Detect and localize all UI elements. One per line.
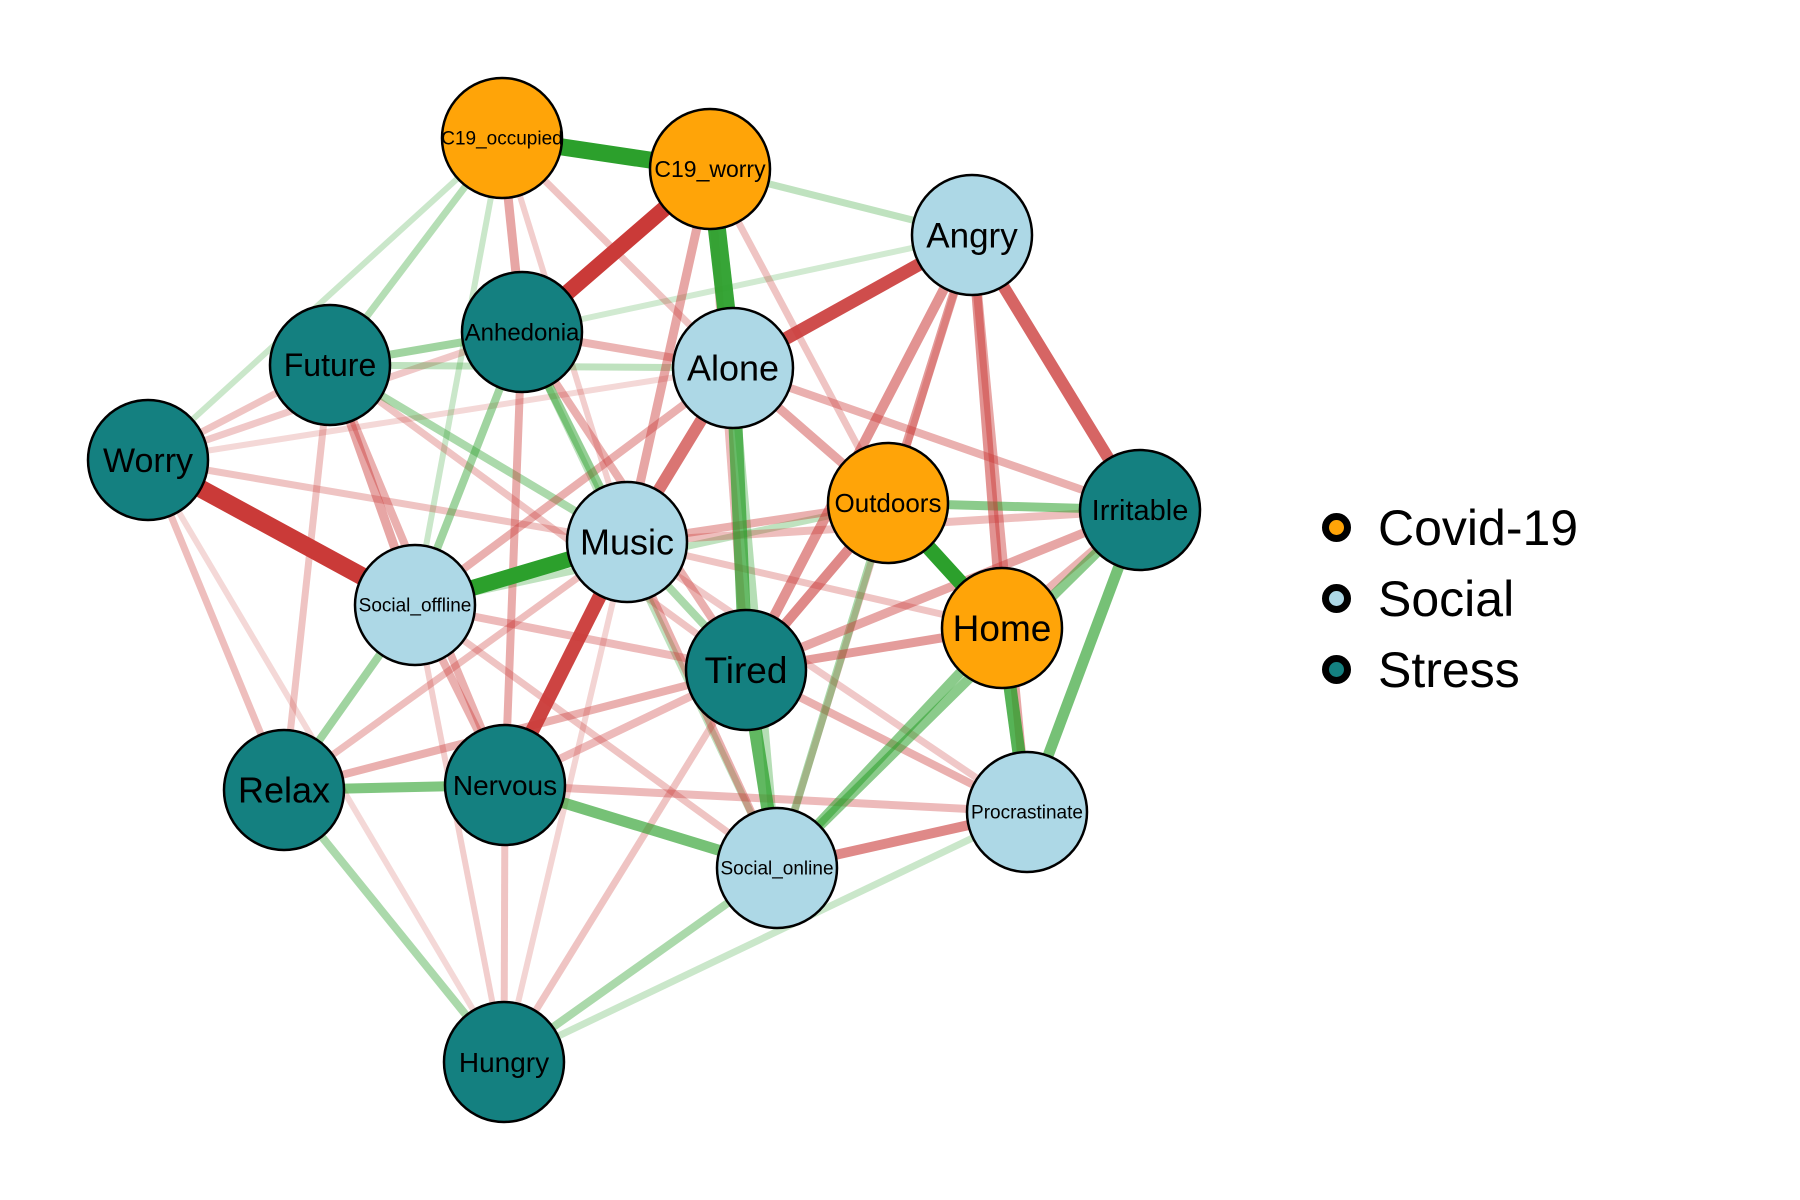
node-label-Home: Home: [953, 608, 1052, 649]
edge-Hungry-Procrastinate: [502, 808, 1029, 1066]
node-Relax: [222, 728, 346, 852]
node-label-Outdoors: Outdoors: [835, 488, 942, 518]
node-label-Social_offline: Social_offline: [359, 596, 472, 617]
node-Anhedonia: [460, 270, 584, 394]
edge-Future-Tired: [327, 362, 749, 673]
edge-Hungry-Social_offline: [412, 604, 507, 1063]
legend-label-social: Social: [1378, 570, 1515, 627]
node-Social_online: [715, 806, 839, 930]
node-label-Relax: Relax: [238, 770, 330, 811]
legend-label-stress: Stress: [1378, 641, 1520, 698]
node-label-Social_online: Social_online: [720, 859, 833, 880]
node-Outdoors: [826, 441, 950, 565]
node-label-Hungry: Hungry: [459, 1047, 549, 1078]
legend-label-covid19: Covid-19: [1378, 499, 1579, 556]
edge-Alone-Irritable: [731, 364, 1142, 514]
node-C19_occupied: [440, 76, 564, 200]
node-label-Angry: Angry: [926, 216, 1018, 255]
edge-Worry-Music: [147, 456, 628, 546]
legend-marker-social-icon: [1322, 584, 1351, 613]
node-Worry: [86, 398, 210, 522]
edge-Worry-Alone: [147, 365, 734, 463]
node-Future: [268, 303, 392, 427]
node-label-Tired: Tired: [705, 650, 788, 691]
node-label-Nervous: Nervous: [453, 770, 557, 801]
edge-Relax-Music: [281, 539, 630, 793]
node-Alone: [671, 306, 795, 430]
edge-Anhedonia-Nervous: [501, 331, 526, 786]
edge-Worry-C19_occupied: [145, 135, 505, 463]
node-Hungry: [442, 1000, 566, 1124]
node-Home: [940, 566, 1064, 690]
legend-row-covid19: Covid-19: [1322, 492, 1578, 563]
edge-Alone-Social_offline: [412, 364, 736, 609]
legend-marker-covid19-icon: [1322, 513, 1351, 542]
node-Music: [565, 480, 689, 604]
node-label-C19_worry: C19_worry: [654, 156, 766, 182]
node-label-Procrastinate: Procrastinate: [971, 803, 1083, 824]
node-label-Worry: Worry: [103, 442, 193, 480]
node-Angry: [910, 173, 1034, 297]
node-Tired: [684, 608, 808, 732]
edge-Music-Procrastinate: [625, 539, 1029, 815]
node-C19_worry: [648, 107, 772, 231]
node-label-Future: Future: [284, 347, 376, 383]
edge-Angry-Anhedonia: [521, 232, 973, 335]
node-Nervous: [443, 723, 567, 847]
node-Social_offline: [353, 543, 477, 667]
node-label-Music: Music: [580, 522, 674, 563]
edge-Hungry-Tired: [501, 668, 749, 1064]
node-label-C19_occupied: C19_occupied: [441, 129, 562, 150]
edge-C19_worry-Music: [622, 168, 715, 543]
node-label-Irritable: Irritable: [1092, 495, 1189, 527]
node-Procrastinate: [965, 750, 1089, 874]
node-label-Anhedonia: Anhedonia: [465, 319, 580, 346]
edge-Outdoors-Social_online: [773, 501, 892, 870]
node-label-Alone: Alone: [687, 348, 779, 389]
edge-Future-Relax: [280, 364, 334, 791]
legend: Covid-19 Social Stress: [1322, 492, 1578, 705]
edge-Angry-Home: [967, 234, 1007, 629]
node-Irritable: [1078, 448, 1202, 572]
edge-Irritable-Tired: [744, 505, 1142, 675]
legend-marker-stress-icon: [1322, 655, 1351, 684]
legend-row-stress: Stress: [1322, 634, 1578, 705]
edge-C19_occupied-Social_offline: [412, 137, 505, 606]
legend-row-social: Social: [1322, 563, 1578, 634]
edge-Social_offline-Social_online: [412, 602, 780, 871]
